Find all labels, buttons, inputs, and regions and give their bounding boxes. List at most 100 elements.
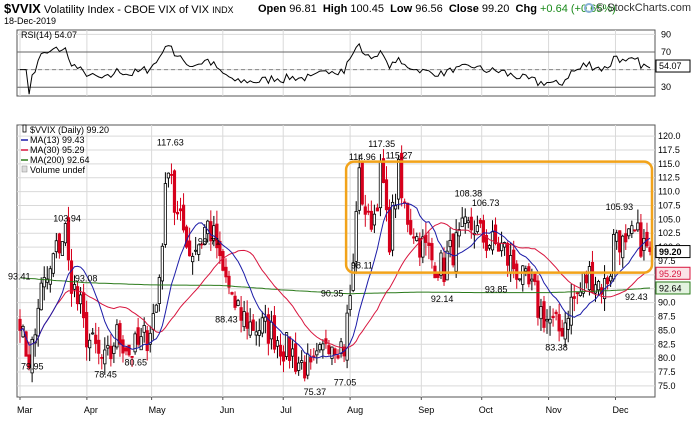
candle-body [557,314,561,332]
candle-body [103,349,107,365]
price-annotation: 105.93 [606,202,634,212]
y-tick-label: 90.0 [658,298,676,308]
candle-body [618,230,622,253]
x-tick-label: Sep [418,405,434,415]
candle-body [278,344,283,357]
candle-body [142,325,146,333]
candle-body [94,334,98,344]
price-annotation: 75.37 [304,387,327,397]
candle-body [539,306,543,320]
low-value: 96.56 [415,3,443,15]
legend-volume: Volume undef [30,165,86,175]
candle-body [287,336,292,361]
candle-body [321,343,325,351]
price-annotation: 79.95 [21,361,44,371]
candle-body [297,362,301,371]
price-annotation: 92.14 [431,294,454,304]
price-annotation: 88.43 [215,314,238,324]
y-tick-label: 87.5 [658,312,676,322]
candle-body [218,240,222,257]
close-label: Close [448,3,479,15]
candle-body [254,331,258,336]
ma13-line [19,202,651,359]
y-tick-label: 85.0 [658,325,676,335]
x-tick-label: Nov [546,405,563,415]
y-tick-label: 117.5 [658,145,680,155]
brand-text: © StockCharts.com [596,2,691,14]
exchange: INDX [212,5,234,15]
candle-body [172,170,177,213]
candle-body [100,357,104,359]
y-tick-label: 110.0 [658,187,680,197]
candle-body [563,322,567,340]
candle-body [245,312,249,329]
candle-body [572,296,576,299]
candle-body [109,345,113,360]
chart-title: $VVIX Volatility Index - CBOE VIX of VIX… [4,1,234,16]
candle-body [57,233,61,254]
candle-body [188,240,192,257]
candle-body [178,208,183,212]
candle-body [251,319,255,331]
rsi-tick-label: 90 [661,29,671,39]
candle-body [106,345,110,349]
rsi-value-tag-text: 54.07 [659,61,682,71]
price-tag-text: 95.29 [659,269,682,279]
candle-body [397,158,401,200]
symbol: $VVIX [4,1,41,16]
candle-body [69,260,74,294]
candle-body [354,211,358,262]
candle-body [569,296,573,326]
candle-body [521,265,525,285]
candle-body [560,327,564,337]
legend-ma200: MA(200) 92.64 [30,155,90,165]
candle-body [469,216,473,231]
x-tick-label: May [149,405,167,415]
candle-body [596,281,601,291]
candle-body [39,282,43,311]
candle-body [381,158,386,184]
candle-body [194,249,198,252]
candle-body [475,225,479,233]
candle-body [481,220,486,243]
candle-body [75,286,80,305]
candle-body [524,268,528,272]
candle-body [587,266,592,291]
candle-body [127,344,131,356]
candle-body [51,253,55,274]
candle-body [536,280,540,318]
candle-body [175,211,180,215]
candle-body [503,242,507,248]
price-annotation: 103.94 [53,213,81,223]
candle-body [345,312,349,361]
x-tick-label: Aug [347,405,363,415]
candle-body [236,300,240,306]
candle-body [212,225,216,242]
candle-body [97,339,101,354]
candle-body [493,224,498,244]
candle-body [484,235,489,251]
low-label: Low [390,3,413,15]
candle-body [333,348,337,355]
candle-body [148,332,152,345]
candle-body [118,323,122,345]
brand-logo[interactable]: © StockCharts.com [584,2,691,14]
candle-body [63,223,68,244]
x-tick-label: Dec [612,405,629,415]
chg-label: Chg [515,3,537,15]
candle-body [499,242,504,252]
candle-body [272,315,277,350]
candle-body [336,355,340,359]
candle-body [627,228,631,237]
candle-body [357,167,361,211]
candle-body [609,275,613,282]
candle-body [633,229,637,232]
y-tick-label: 112.5 [658,173,680,183]
legend-price: $VVIX (Daily) 99.20 [30,125,109,135]
rsi-panel-frame [16,29,656,97]
candle-body [160,245,164,282]
ma30-line [19,222,651,349]
chg-value: +0.64 (+0.65%) [540,3,616,15]
candle-body [221,251,225,271]
candle-body [191,256,195,263]
